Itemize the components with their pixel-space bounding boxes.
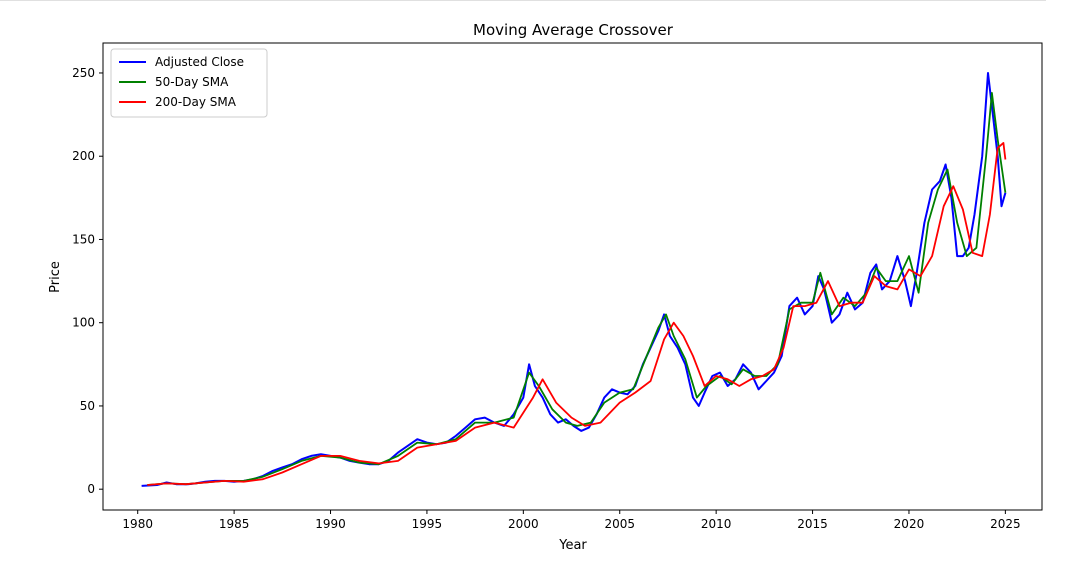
y-tick-label: 150 bbox=[72, 232, 95, 246]
x-tick-label: 2000 bbox=[508, 517, 539, 531]
y-axis: 0 50 100 150 200 250 bbox=[72, 66, 103, 496]
chart-title: Moving Average Crossover bbox=[473, 21, 674, 39]
x-tick-label: 1990 bbox=[315, 517, 346, 531]
y-axis-label: Price bbox=[48, 261, 63, 293]
y-tick-label: 0 bbox=[87, 482, 95, 496]
x-tick-label: 2015 bbox=[797, 517, 828, 531]
x-tick-label: 2025 bbox=[990, 517, 1021, 531]
x-tick-label: 1985 bbox=[219, 517, 250, 531]
legend-box bbox=[110, 48, 268, 118]
legend: Adjusted Close 50-Day SMA 200-Day SMA bbox=[110, 48, 268, 118]
x-axis-label: Year bbox=[558, 538, 587, 553]
y-tick-label: 200 bbox=[72, 149, 95, 163]
series-layer bbox=[141, 72, 1007, 487]
top-separator bbox=[0, 0, 1046, 1]
x-axis: 1980 1985 1990 1995 2000 2005 2010 2015 2020 2025 bbox=[122, 510, 1021, 531]
legend-label-2: 50-Day SMA bbox=[155, 75, 229, 89]
x-tick-label: 2020 bbox=[894, 517, 925, 531]
plot-frame bbox=[102, 42, 1043, 511]
x-tick-label: 1980 bbox=[122, 517, 153, 531]
y-tick-label: 50 bbox=[80, 399, 95, 413]
series-line-2 bbox=[147, 92, 1007, 486]
y-tick-label: 100 bbox=[72, 316, 95, 330]
legend-label-3: 200-Day SMA bbox=[155, 95, 237, 109]
y-tick-label: 250 bbox=[72, 66, 95, 80]
x-tick-label: 1995 bbox=[412, 517, 443, 531]
x-tick-label: 2010 bbox=[701, 517, 732, 531]
x-tick-label: 2005 bbox=[604, 517, 635, 531]
series-line-3 bbox=[147, 141, 1007, 486]
legend-label-1: Adjusted Close bbox=[155, 55, 244, 69]
